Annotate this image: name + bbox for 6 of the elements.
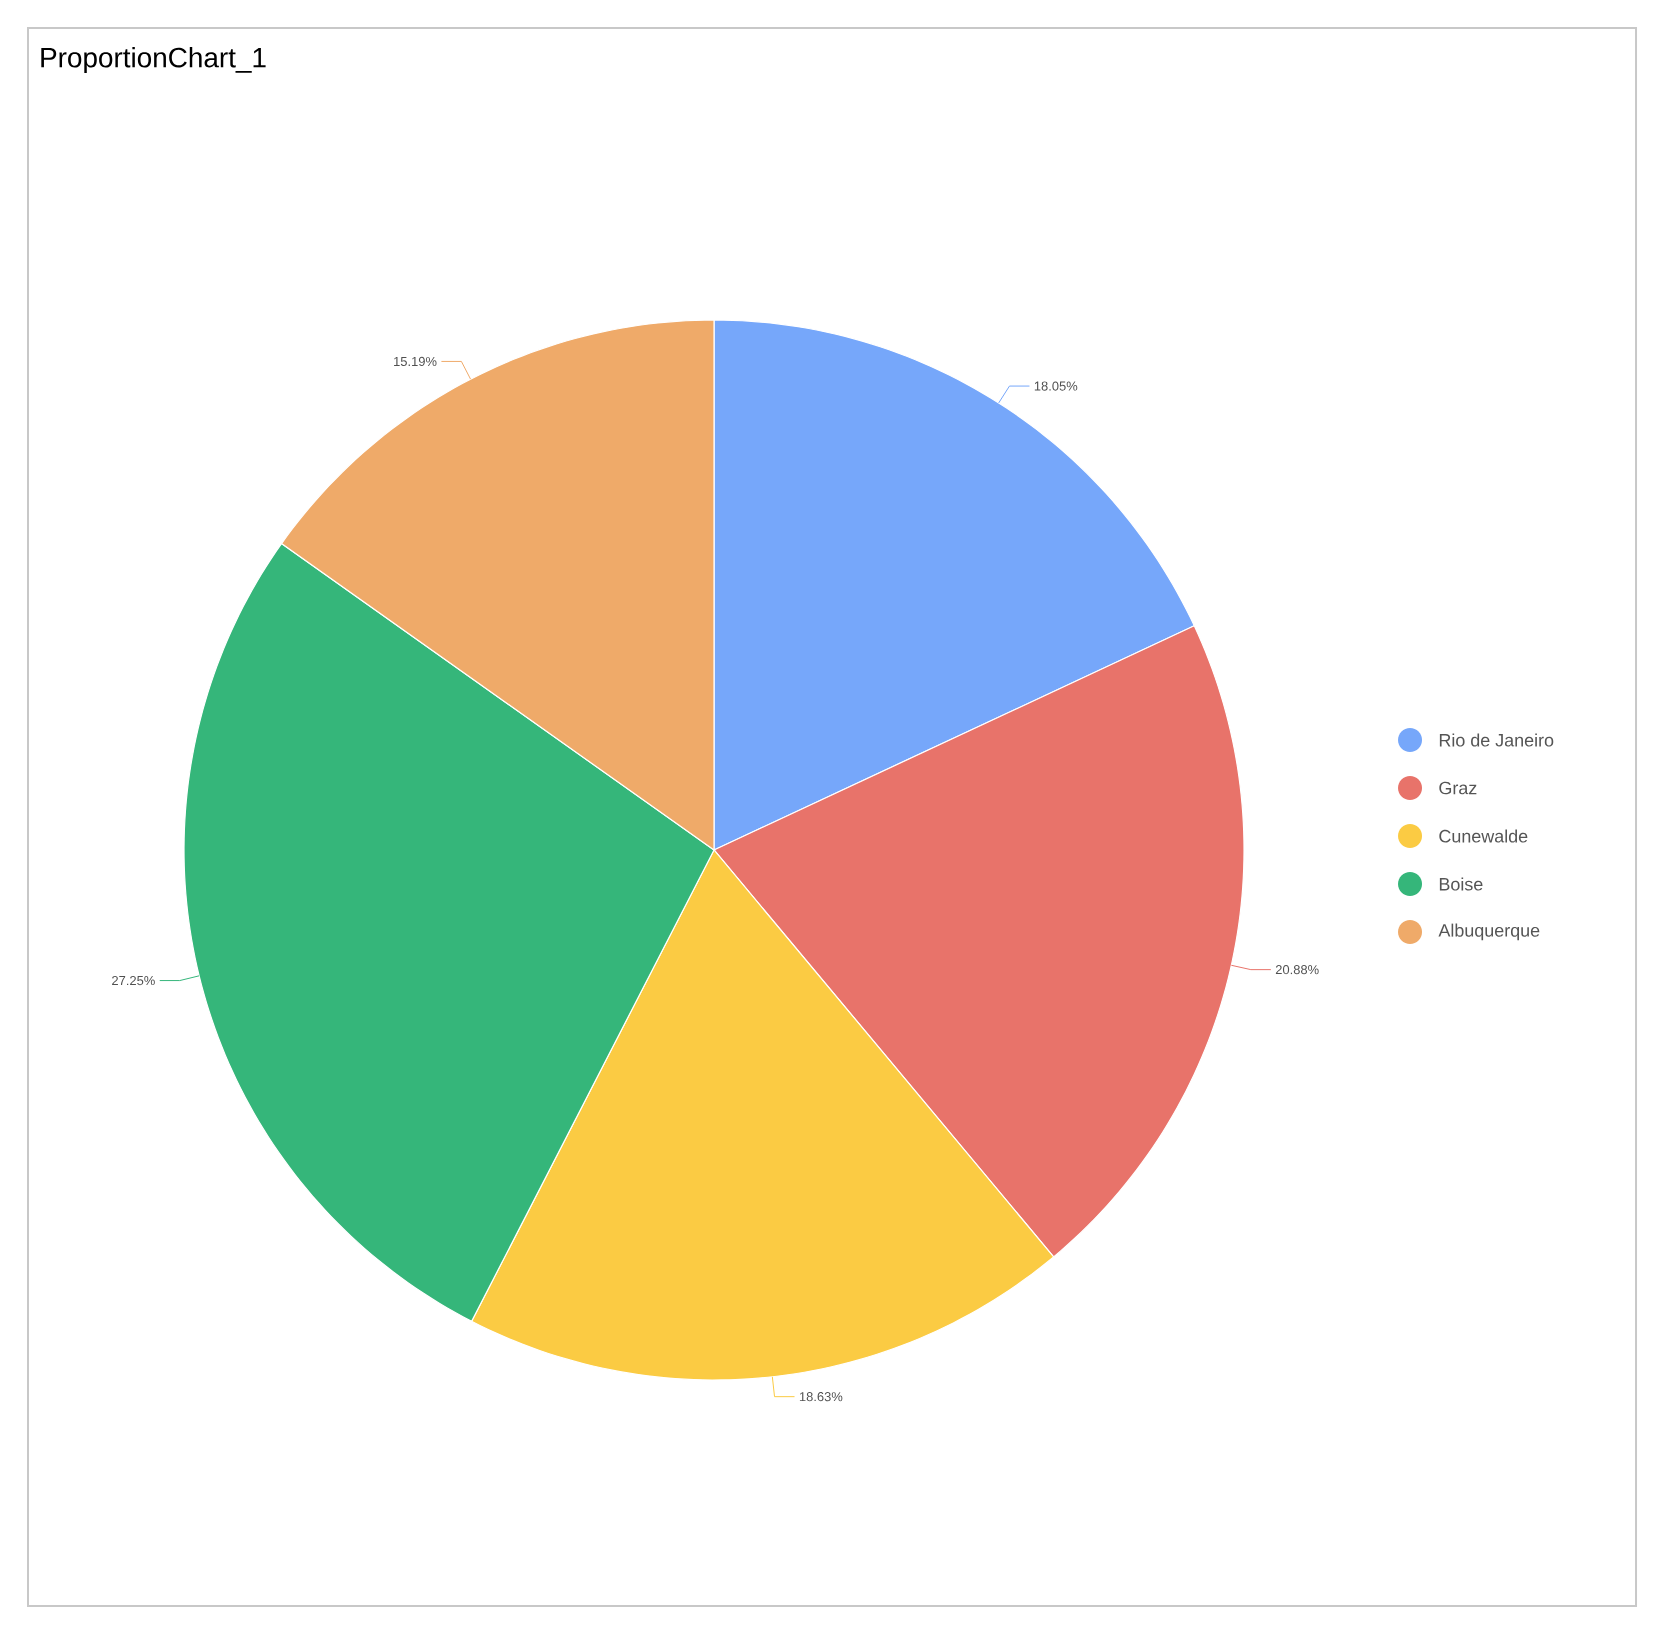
legend-label: Graz bbox=[1439, 781, 1477, 795]
legend-label: Albuquerque bbox=[1438, 923, 1540, 941]
legend-label: Cunewalde bbox=[1439, 829, 1528, 843]
legend-label: Boise bbox=[1439, 877, 1483, 891]
chart-title: ProportionChart_1 bbox=[41, 47, 266, 74]
legend-label: Rio de Janeiro bbox=[1439, 733, 1554, 747]
